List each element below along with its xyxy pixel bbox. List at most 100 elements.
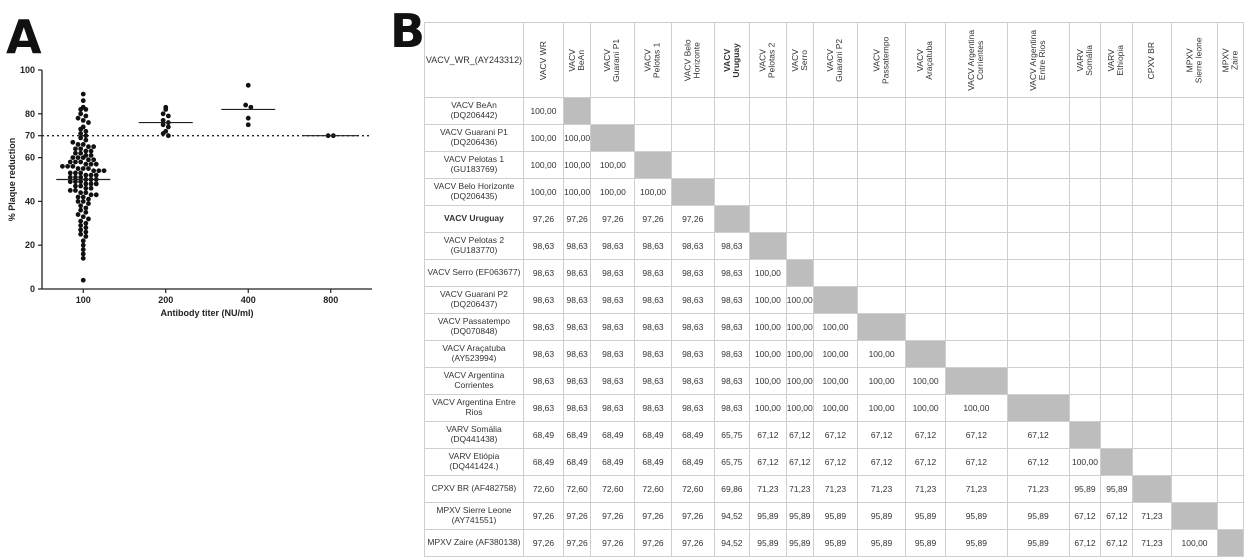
empty-cell (905, 124, 946, 152)
table-row: VACV Guarani P2 (DQ206437) 98,63 98,63 98,6… (424, 286, 1244, 314)
diagonal-cell (905, 340, 946, 368)
row-label: VACV Argentina Entre Rios (424, 394, 524, 422)
table-cell: 98,63 (522, 232, 564, 260)
data-point (88, 148, 94, 154)
data-point (88, 153, 94, 158)
empty-cell (1132, 259, 1172, 287)
empty-cell (812, 178, 858, 206)
data-point (80, 142, 86, 147)
data-point (80, 91, 86, 97)
column-header: VACV Uruguay (713, 22, 751, 98)
data-point (160, 122, 166, 128)
table-cell: 95,89 (1068, 475, 1102, 503)
empty-cell (785, 151, 814, 179)
data-point (80, 124, 86, 130)
column-header: VARV Somália (1068, 22, 1102, 98)
empty-cell (1170, 340, 1219, 368)
empty-cell (1100, 205, 1134, 233)
table-cell: 97,26 (522, 205, 564, 233)
table-cell: 71,23 (785, 475, 814, 503)
diagonal-cell (634, 151, 672, 179)
data-point (73, 179, 78, 185)
empty-cell (713, 178, 751, 206)
data-point (73, 150, 78, 156)
data-point (83, 153, 89, 158)
table-cell: 100,00 (785, 313, 814, 341)
data-point (78, 131, 84, 136)
empty-cell (1100, 259, 1134, 287)
data-point (86, 157, 91, 163)
table-cell: 98,63 (562, 394, 592, 422)
table-cell: 100,00 (634, 178, 672, 206)
data-point (78, 231, 84, 237)
empty-cell (1217, 367, 1244, 395)
table-cell: 97,26 (562, 205, 592, 233)
column-header-label: VACV WR (537, 40, 548, 81)
empty-cell (1006, 151, 1070, 179)
data-point (80, 277, 86, 283)
data-point (78, 218, 84, 224)
data-point (243, 102, 249, 108)
row-label: VACV Pelotas 2 (GU183770) (424, 232, 524, 260)
empty-cell (1100, 313, 1134, 341)
empty-cell (1132, 421, 1172, 449)
table-cell: 100,00 (522, 151, 564, 179)
table-cell: 95,89 (812, 529, 858, 557)
empty-cell (1068, 340, 1102, 368)
data-point (78, 146, 84, 152)
x-tick-label: 800 (323, 295, 338, 305)
data-point (78, 170, 84, 176)
header-row: VACV_WR_(AY243312) VACV WR VACV BeAn VACV G… (424, 22, 1244, 98)
data-point (165, 113, 171, 119)
y-tick-label: 100 (20, 65, 35, 75)
empty-cell (1170, 232, 1219, 260)
empty-cell (1217, 448, 1244, 476)
empty-cell (905, 313, 946, 341)
table-cell: 98,63 (522, 286, 564, 314)
table-cell: 98,63 (634, 259, 672, 287)
table-cell: 98,63 (522, 259, 564, 287)
column-header: VACV Serro (785, 22, 814, 98)
table-cell: 67,12 (1068, 502, 1102, 530)
diagonal-cell (1068, 421, 1102, 449)
data-point (83, 181, 89, 187)
data-point (88, 172, 94, 178)
empty-cell (1100, 286, 1134, 314)
diagonal-cell (562, 97, 592, 125)
empty-cell (1006, 340, 1070, 368)
data-point (73, 188, 78, 193)
data-point (80, 242, 86, 248)
column-header: VACV Pelotas 1 (634, 22, 672, 98)
data-point (67, 179, 73, 185)
data-point (70, 139, 76, 145)
table-row: VACV Guarani P1 (DQ206436) 100,00 100,00 (424, 124, 1244, 152)
data-point (75, 212, 81, 217)
empty-cell (905, 232, 946, 260)
data-point (83, 234, 89, 239)
empty-cell (1132, 394, 1172, 422)
table-cell: 100,00 (749, 313, 787, 341)
table-cell: 67,12 (1100, 529, 1134, 557)
data-point (80, 166, 86, 171)
column-header: MPXV Sierre leone (1170, 22, 1219, 98)
table-cell: 67,12 (749, 421, 787, 449)
empty-cell (856, 178, 907, 206)
data-point (78, 159, 84, 165)
table-cell: 97,26 (522, 502, 564, 530)
table-row: VACV Argentina Entre Rios 98,63 98,63 98,63… (424, 394, 1244, 422)
row-label: VACV Pelotas 1 (GU183769) (424, 151, 524, 179)
empty-cell (1068, 151, 1102, 179)
data-point (78, 179, 84, 185)
empty-cell (905, 151, 946, 179)
empty-cell (1006, 367, 1070, 395)
empty-cell (1217, 151, 1244, 179)
empty-cell (1068, 367, 1102, 395)
table-cell: 100,00 (749, 259, 787, 287)
table-cell: 68,49 (522, 448, 564, 476)
empty-cell (856, 124, 907, 152)
table-cell: 98,63 (562, 232, 592, 260)
data-point (73, 159, 78, 165)
empty-cell (905, 178, 946, 206)
table-cell: 72,60 (590, 475, 636, 503)
data-point (78, 174, 84, 180)
